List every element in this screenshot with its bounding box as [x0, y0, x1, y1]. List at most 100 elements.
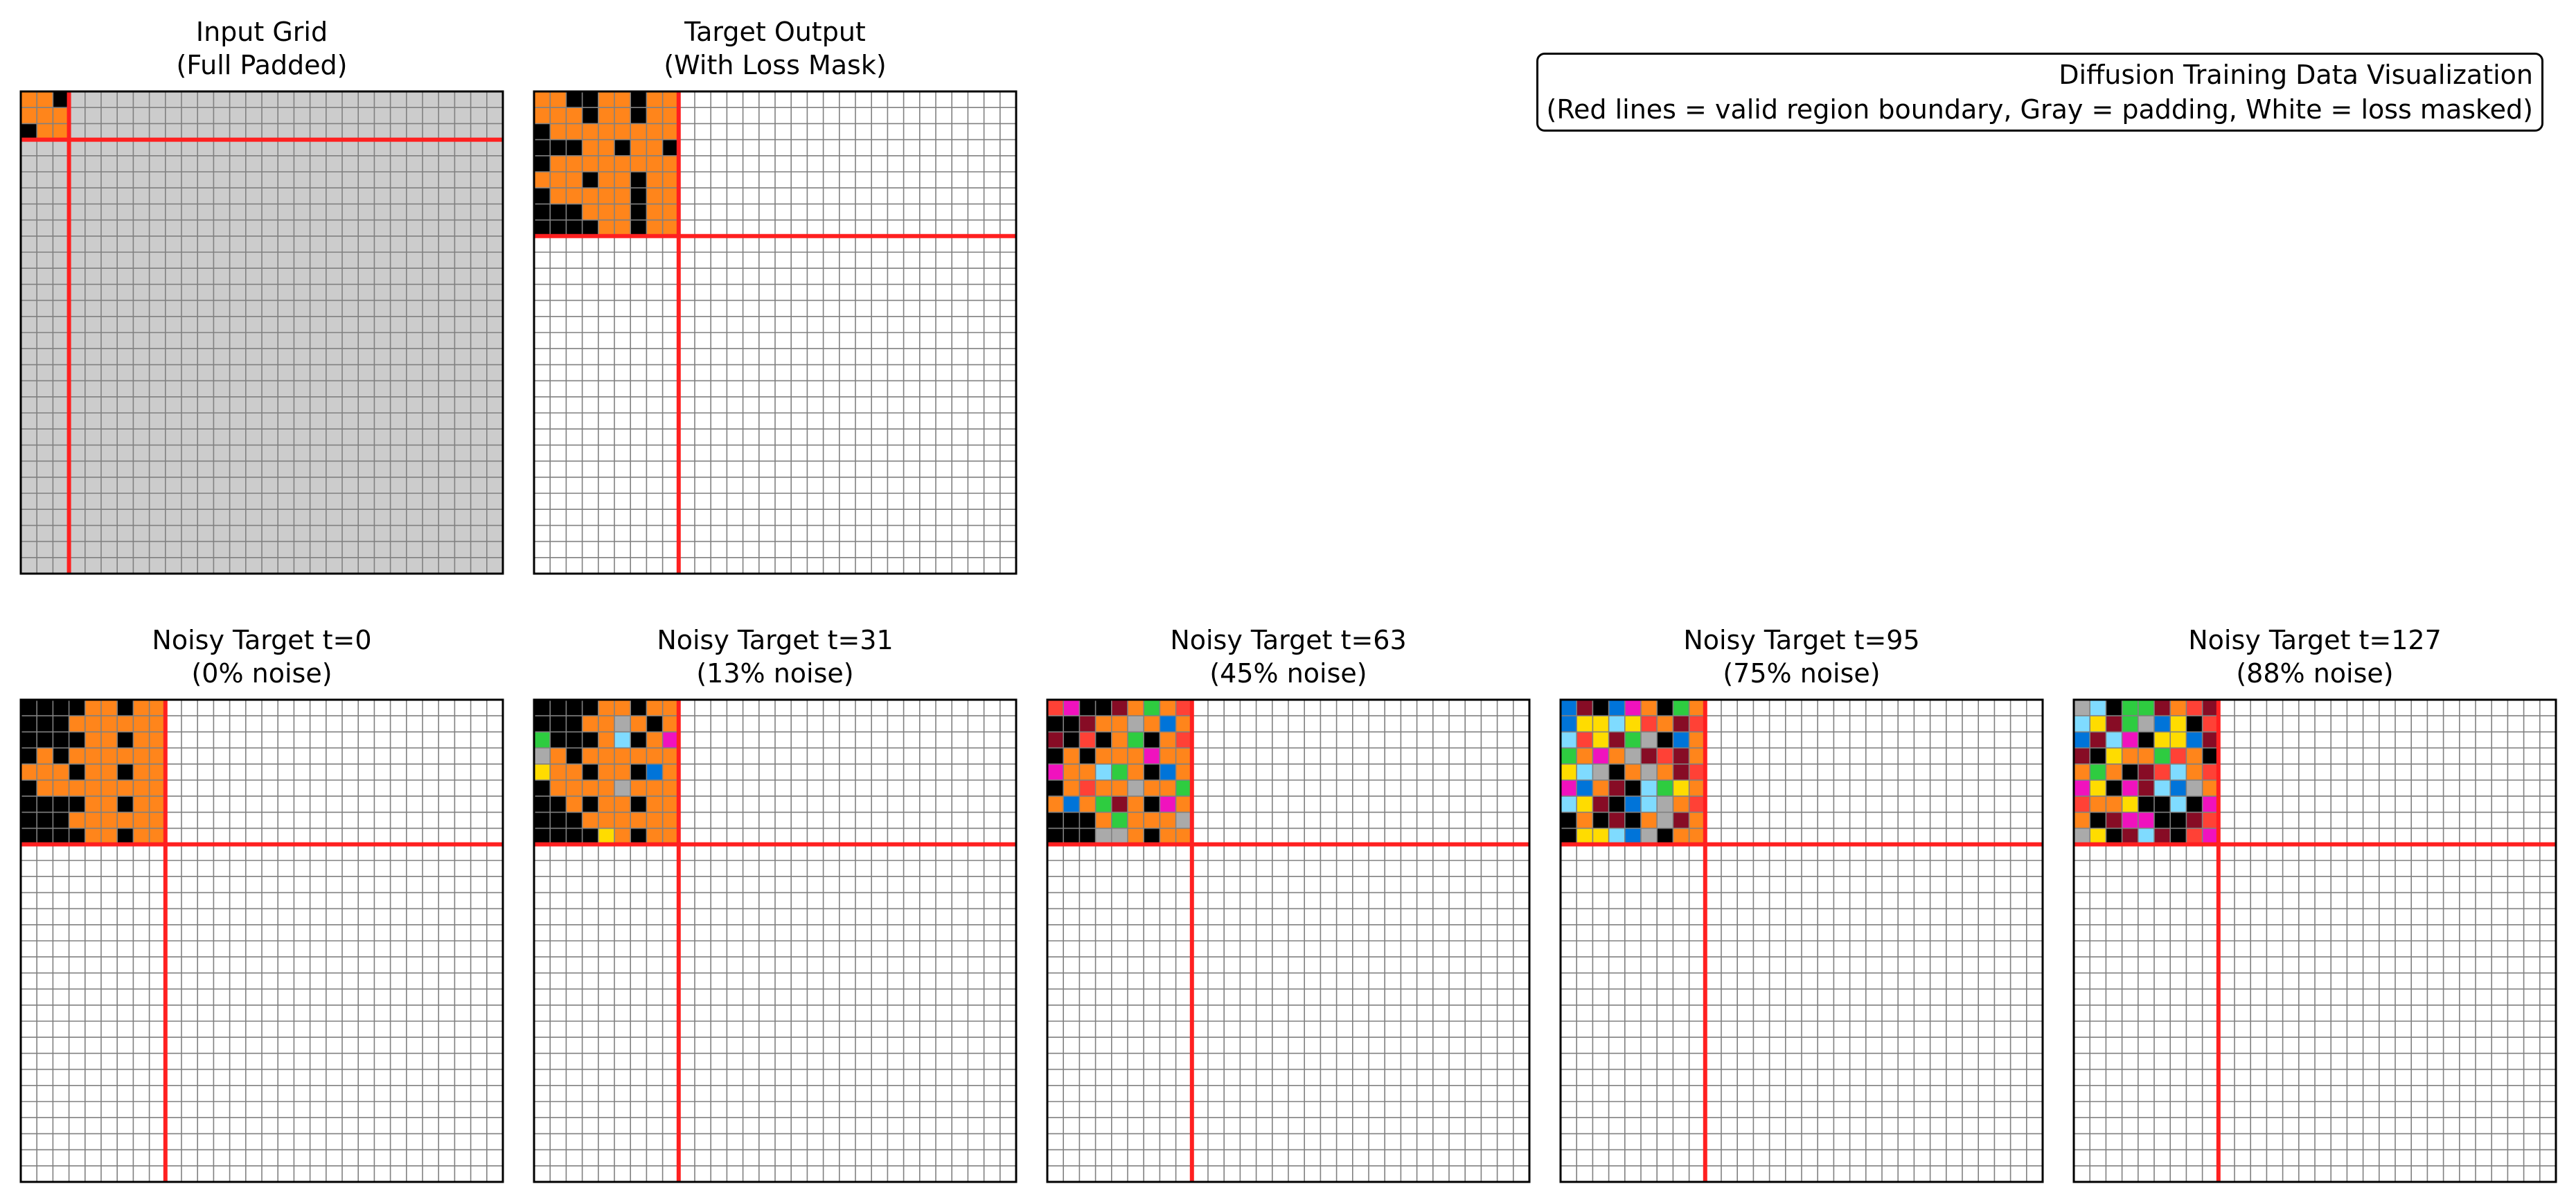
grid-cell: [662, 700, 679, 716]
grid-cell: [2138, 732, 2155, 748]
grid-cell: [1175, 828, 1193, 845]
grid-cell: [53, 748, 69, 765]
grid-cell: [534, 220, 551, 237]
grid-cell: [1657, 828, 1673, 845]
grid-cell: [2186, 828, 2203, 845]
grid-cell: [1047, 780, 1064, 797]
grid-cell: [1641, 700, 1658, 716]
grid-cell: [1111, 780, 1128, 797]
grid-cell: [21, 796, 37, 813]
panel-title-input-grid: Input Grid (Full Padded): [19, 15, 504, 82]
grid-cell: [1576, 700, 1593, 716]
grid-cell: [550, 107, 567, 124]
grid-cell: [534, 107, 551, 124]
grid-cell: [1641, 732, 1658, 748]
grid-cell: [1592, 700, 1609, 716]
grid-cell: [550, 204, 567, 220]
grid-cell: [630, 188, 647, 204]
grid-cell: [37, 732, 53, 748]
grid-cell: [582, 812, 599, 829]
panel-title-line1: Noisy Target t=95: [1683, 625, 1920, 655]
grid-cell: [69, 716, 86, 732]
grid-cell: [2074, 812, 2090, 829]
grid-cell: [1641, 780, 1658, 797]
grid-cell: [662, 139, 679, 157]
grid-cell: [646, 796, 663, 813]
grid-cell: [2106, 700, 2122, 716]
grid-cell: [630, 172, 647, 188]
grid-cell: [1095, 763, 1112, 781]
grid-cell: [566, 828, 583, 845]
grid-cell: [149, 716, 166, 732]
grid-cell: [1063, 828, 1080, 845]
heatmap-panel-1: [533, 90, 1018, 575]
grid-cell: [1111, 732, 1128, 748]
grid-cell: [149, 780, 166, 797]
grid-cell: [630, 748, 647, 765]
grid-cell: [1063, 812, 1080, 829]
grid-cell: [2138, 748, 2155, 765]
grid-cell: [1576, 763, 1593, 781]
grid-cell: [2202, 732, 2219, 748]
grid-cell: [534, 139, 551, 157]
grid-cell: [614, 700, 631, 716]
grid-cell: [1047, 748, 1064, 765]
grid-cell: [2154, 700, 2171, 716]
grid-cell: [2138, 716, 2155, 732]
grid-cell: [37, 748, 53, 765]
grid-cell: [646, 188, 663, 204]
grid-cell: [53, 828, 69, 845]
grid-cell: [2106, 716, 2122, 732]
grid-cell: [2090, 700, 2106, 716]
panel-frame: [19, 90, 504, 575]
grid-cell: [2122, 780, 2139, 797]
grid-cell: [53, 780, 69, 797]
grid-cell: [2186, 796, 2203, 813]
grid-cell: [2106, 732, 2122, 748]
grid-cell: [2122, 828, 2139, 845]
grid-cell: [37, 700, 53, 716]
grid-cell: [117, 763, 134, 781]
grid-cell: [2170, 780, 2187, 797]
grid-cell: [149, 828, 166, 845]
grid-cell: [2202, 716, 2219, 732]
panel-title-line2: (Full Padded): [176, 50, 348, 80]
grid-cell: [598, 796, 615, 813]
grid-cell: [550, 139, 567, 157]
grid-cell: [534, 732, 551, 748]
grid-cell: [1641, 828, 1658, 845]
grid-cell: [1128, 828, 1144, 845]
grid-cell: [85, 700, 102, 716]
grid-cell: [1111, 812, 1128, 829]
grid-cell: [598, 828, 615, 845]
grid-cell: [662, 732, 679, 748]
grid-cell: [598, 763, 615, 781]
grid-cell: [582, 204, 599, 220]
grid-cell: [614, 188, 631, 204]
grid-cell: [534, 700, 551, 716]
grid-cell: [646, 107, 663, 124]
grid-cell: [2202, 763, 2219, 781]
legend-info-box: Diffusion Training Data Visualization (R…: [1536, 53, 2543, 132]
grid-cell: [598, 812, 615, 829]
grid-cell: [1624, 716, 1642, 732]
grid-cell: [582, 188, 599, 204]
panel-title-line2: (75% noise): [1723, 658, 1881, 689]
grid-cell: [630, 123, 647, 140]
grid-cell: [582, 139, 599, 157]
grid-cell: [1063, 748, 1080, 765]
grid-cell: [37, 716, 53, 732]
grid-cell: [1111, 700, 1128, 716]
grid-cell: [566, 107, 583, 124]
grid-cell: [1689, 748, 1706, 765]
grid-cell: [1175, 716, 1193, 732]
grid-cell: [85, 763, 102, 781]
grid-cell: [566, 91, 583, 108]
grid-cell: [37, 107, 53, 124]
grid-cell: [630, 107, 647, 124]
grid-cell: [630, 812, 647, 829]
grid-cell: [2074, 763, 2090, 781]
grid-cell: [534, 763, 551, 781]
grid-cell: [1095, 732, 1112, 748]
grid-cell: [1047, 763, 1064, 781]
